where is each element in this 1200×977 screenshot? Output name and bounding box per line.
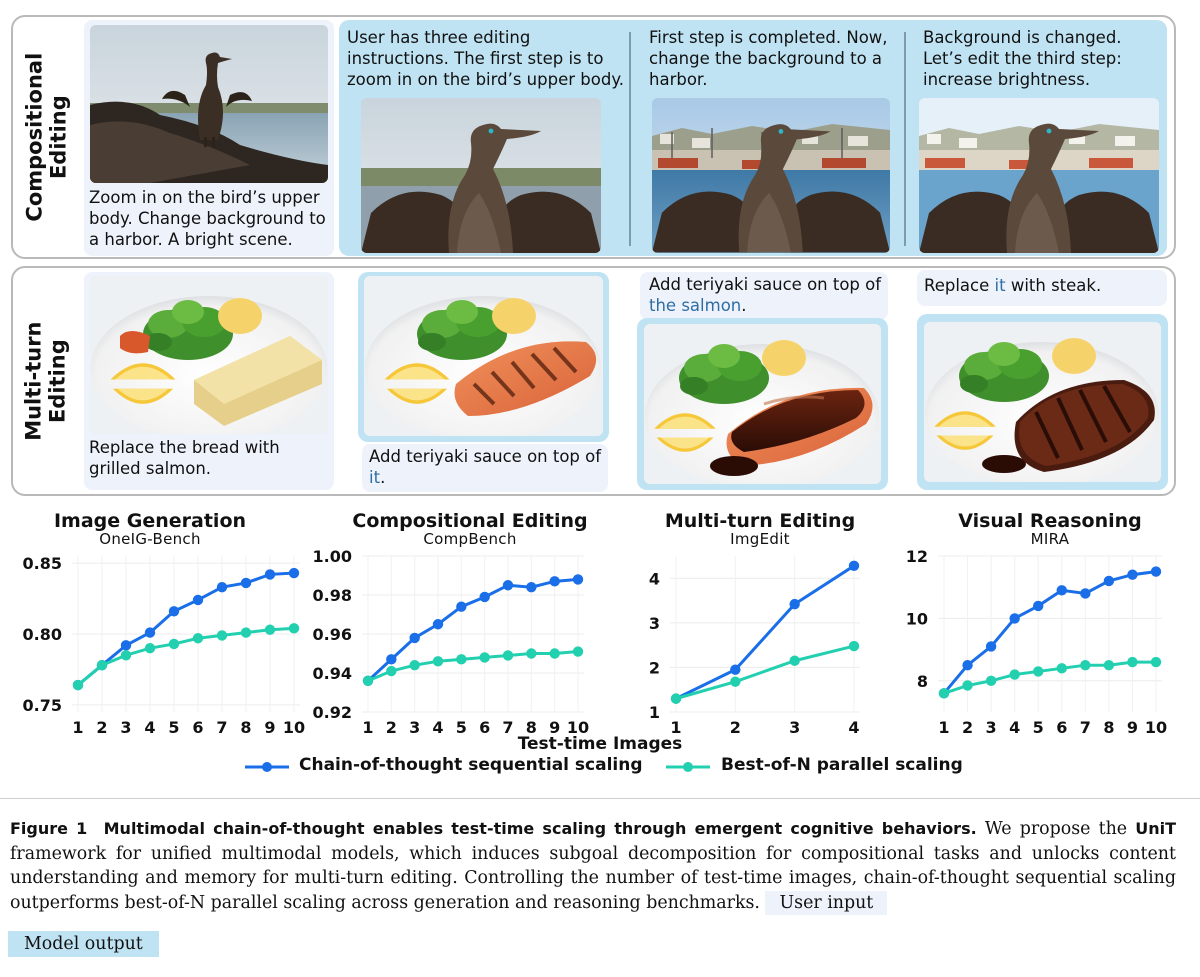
chart-3: Multi-turn Editing ImgEdit xyxy=(600,506,900,736)
step-1-text: User has three editing instructions. The… xyxy=(347,28,624,89)
chart-subtitle: ImgEdit xyxy=(730,530,790,548)
chart-subtitle: MIRA xyxy=(1030,530,1070,548)
caption-separator xyxy=(0,798,1200,799)
x-axis-label: Test-time Images xyxy=(517,734,683,754)
compositional-editing-label: Compositional Editing xyxy=(21,52,70,222)
chart-4: Visual Reasoning MIRA xyxy=(900,506,1200,736)
framework-name: UniT xyxy=(1135,819,1177,838)
chart-1: Image Generation OneIG-Bench xyxy=(0,506,300,736)
figure-caption: Figure 1 Multimodal chain-of-thought ena… xyxy=(10,819,1177,916)
turn-3-model-card xyxy=(637,318,888,490)
step-3-text: Background is changed. Let’s edit the th… xyxy=(923,28,1122,89)
chart-title: Visual Reasoning xyxy=(958,510,1142,532)
turn-2-instruction: Add teriyaki sauce on top of it. xyxy=(369,447,602,487)
step-2-text: First step is completed. Now, change the… xyxy=(649,28,888,89)
turn-3-reference: the salmon xyxy=(649,295,742,315)
compositional-model-card: User has three editing instructions. The… xyxy=(339,20,1167,256)
legend-cot-label: Chain-of-thought sequential scaling xyxy=(299,755,643,775)
legend-bon-marker xyxy=(666,762,710,772)
compositional-user-card: Zoom in on the bird’s upper body. Change… xyxy=(84,20,334,256)
turn-1-instruction: Replace the bread with grilled salmon. xyxy=(89,438,280,478)
model-output-legend-tag: Model output xyxy=(8,931,159,957)
teriyaki-salmon-image xyxy=(644,324,881,484)
chart-title: Multi-turn Editing xyxy=(664,510,856,532)
chart-2: Compositional Editing CompBench xyxy=(300,506,600,736)
chart-title: Image Generation xyxy=(53,510,247,532)
turn-4-reference: it xyxy=(994,276,1006,295)
step-divider xyxy=(904,32,906,246)
step-1-zoomed-bird-image xyxy=(361,98,601,253)
user-input-legend-tag: User input xyxy=(765,891,888,916)
turn-1-user-card: Replace the bread with grilled salmon. xyxy=(84,272,334,490)
turn-3-user-card: Add teriyaki sauce on top of the salmon. xyxy=(640,272,888,320)
chart-subtitle: CompBench xyxy=(423,530,517,548)
turn-4-model-card xyxy=(917,314,1168,490)
turn-2-user-card: Add teriyaki sauce on top of it. xyxy=(362,444,608,492)
grilled-salmon-image xyxy=(364,276,603,436)
turn-3-instruction: Add teriyaki sauce on top of the salmon. xyxy=(649,275,882,315)
chart-title: Compositional Editing xyxy=(352,510,588,532)
original-dish-image xyxy=(90,276,328,434)
compositional-user-instruction: Zoom in on the bird’s upper body. Change… xyxy=(89,188,326,249)
legend: Chain-of-thought sequential scaling Best… xyxy=(243,755,963,781)
multi-turn-editing-label: Multi-turn Editing xyxy=(21,321,71,441)
bird-original-image xyxy=(90,25,328,183)
step-2-harbor-bird-image xyxy=(652,98,890,253)
turn-2-model-card xyxy=(358,272,609,442)
step-divider xyxy=(629,32,631,246)
figure-title: Multimodal chain-of-thought enables test… xyxy=(103,819,977,838)
legend-cot-marker xyxy=(245,762,289,772)
turn-2-reference: it xyxy=(369,467,381,487)
turn-4-instruction: Replace it with steak. xyxy=(924,276,1102,295)
turn-4-user-card: Replace it with steak. xyxy=(917,270,1167,306)
step-3-bright-bird-image xyxy=(919,98,1159,253)
figure-label: Figure 1 xyxy=(10,819,88,838)
steak-image xyxy=(924,322,1161,482)
chart-subtitle: OneIG-Bench xyxy=(99,530,201,548)
legend-bon-label: Best-of-N parallel scaling xyxy=(721,755,963,775)
